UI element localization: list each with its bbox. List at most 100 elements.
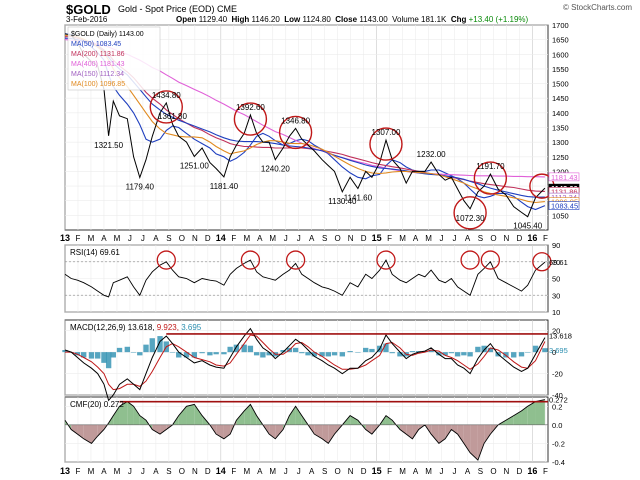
rsi-ytick-3: 70	[552, 258, 560, 267]
price-ytick-7: 1400	[552, 109, 569, 118]
price-annotation-10: 1181.40	[210, 182, 239, 191]
xtick-bottom-35: D	[517, 467, 523, 476]
cmf-area-35	[295, 406, 302, 425]
rsi-ytick-1: 30	[552, 291, 560, 300]
chg-label: Chg	[450, 15, 467, 24]
xtick-top-25: F	[387, 234, 392, 243]
legend-ma100: MA(100) 1096.85	[71, 81, 125, 88]
cmf-area-32	[275, 424, 284, 439]
xtick-bottom-2: M	[88, 467, 95, 476]
price-annotation-8: 1179.40	[126, 182, 155, 191]
xtick-top-28: M	[425, 234, 432, 243]
macd-hist-bar-63	[481, 345, 487, 353]
xtick-bottom-4: M	[114, 467, 121, 476]
xtick-top-10: N	[192, 234, 198, 243]
cmf-area-12	[139, 415, 147, 425]
cmf-area-9	[119, 401, 128, 425]
cmf-area-55	[431, 424, 439, 444]
cmf-area-11	[133, 406, 140, 425]
price-annotation-4: 1307.00	[372, 128, 401, 137]
xtick-top-17: J	[284, 234, 288, 243]
xtick-top-26: M	[399, 234, 406, 243]
price-peak-circle-4	[453, 196, 487, 230]
cmf-area-52	[412, 424, 419, 439]
price-ytick-8: 1450	[552, 94, 569, 103]
xtick-top-6: J	[141, 234, 145, 243]
open-label: Open	[176, 15, 197, 24]
macd-hist-bar-43	[347, 351, 353, 353]
xtick-top-15: A	[257, 234, 263, 243]
macd-hist-bar-55	[428, 350, 434, 353]
cmf-area-3	[83, 424, 92, 444]
price-ytick-6: 1350	[552, 124, 569, 133]
xtick-bottom-27: A	[413, 467, 419, 476]
macd-hist-bar-33	[280, 350, 286, 353]
price-peak-circle-5	[473, 161, 508, 195]
cmf-area-15	[160, 424, 167, 435]
cmf-area-57	[445, 424, 452, 439]
cmf-title: CMF(20) 0.272	[70, 400, 124, 409]
macd-hist-bar-30	[260, 352, 266, 358]
rsi-peak-circle-3	[376, 250, 396, 270]
macd-title-b: 9.923,	[157, 323, 179, 332]
cmf-area-39	[322, 424, 329, 444]
xtick-top-16: M	[269, 234, 276, 243]
xtick-top-32: S	[478, 234, 483, 243]
xtick-top-11: D	[205, 234, 211, 243]
xtick-bottom-24: 15	[372, 466, 382, 476]
cmf-area-43	[350, 415, 358, 425]
cmf-ytick-0: -0.4	[552, 458, 565, 467]
xtick-top-0: 13	[60, 233, 70, 243]
macd-hist-bar-38	[311, 352, 317, 357]
rsi-peak-circle-last	[532, 252, 552, 272]
xtick-bottom-34: N	[504, 467, 510, 476]
xtick-top-36: 16	[527, 233, 537, 243]
cmf-area-40	[328, 424, 335, 444]
macd-hist-bar-19	[183, 352, 190, 358]
xtick-bottom-23: D	[361, 467, 367, 476]
macd-hist-bar-44	[355, 352, 361, 353]
price-annotation-6: 1191.70	[476, 162, 505, 171]
price-annotation-13: 1141.60	[344, 194, 373, 203]
ma-line-0	[64, 33, 546, 211]
xtick-bottom-28: M	[425, 467, 432, 476]
rsi-peak-circle-0	[156, 250, 176, 270]
xtick-bottom-36: 16	[527, 466, 537, 476]
cmf-area-10	[127, 401, 134, 425]
legend-ma400: MA(400) 1181.43	[71, 61, 125, 68]
macd-last-label-b: 3.695	[549, 346, 568, 355]
legend-box	[67, 26, 161, 91]
price-annotation-2: 1392.60	[236, 103, 265, 112]
macd-hist-bar-36	[299, 352, 305, 354]
last-label-ma50: 1083.45	[548, 201, 580, 211]
macd-hist-bar-15	[157, 336, 163, 353]
xtick-top-21: O	[335, 234, 341, 243]
rsi-peak-circle-4	[460, 250, 480, 270]
cmf-area-69	[527, 401, 536, 425]
xtick-top-9: O	[179, 234, 185, 243]
last-label-text-ma200: 1131.86	[551, 187, 578, 196]
cmf-area-59	[457, 424, 464, 444]
xtick-top-35: D	[517, 234, 523, 243]
macd-ytick-3: 20	[552, 327, 560, 336]
macd-hist-bar-2	[74, 352, 81, 356]
xtick-top-12: 14	[216, 233, 226, 243]
xtick-bottom-1: F	[76, 467, 81, 476]
macd-hist-bar-64	[487, 347, 494, 353]
macd-hist-bar-17	[169, 352, 176, 353]
macd-hist-bar-27	[241, 344, 247, 353]
xtick-bottom-19: A	[309, 467, 315, 476]
macd-hist-bar-37	[305, 352, 311, 356]
quote-date: 3-Feb-2016	[66, 15, 108, 24]
macd-hist-bar-22	[207, 352, 213, 356]
xtick-bottom-21: O	[335, 467, 341, 476]
last-label-box-ma400	[548, 172, 580, 182]
cmf-area-63	[484, 424, 491, 444]
macd-hist-bar-42	[339, 352, 346, 357]
macd-hist-bar-68	[518, 352, 525, 357]
ticker-description: Gold - Spot Price (EOD) CME	[118, 4, 238, 14]
macd-hist-bar-48	[383, 343, 389, 353]
cmf-area-26	[236, 410, 245, 425]
xtick-top-27: A	[413, 234, 419, 243]
xtick-top-30: J	[453, 234, 457, 243]
